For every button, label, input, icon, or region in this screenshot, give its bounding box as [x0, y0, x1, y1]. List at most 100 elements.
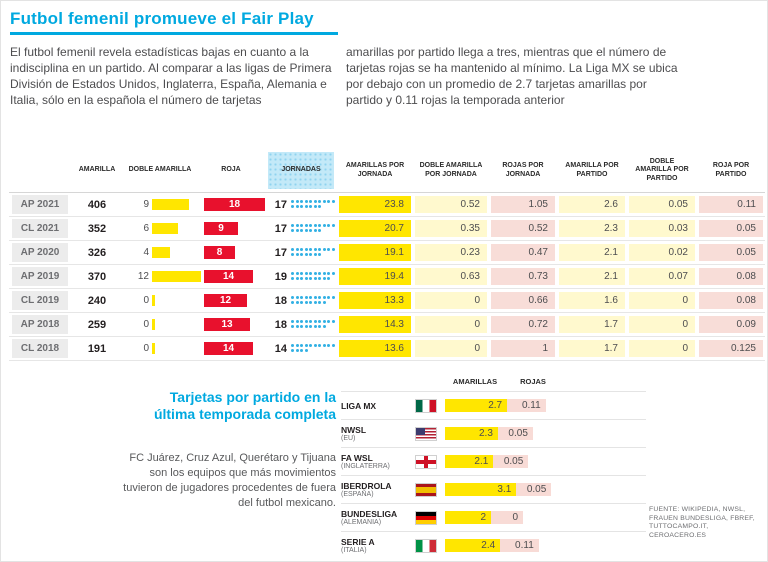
roja-por-partido-value: 0.08	[699, 268, 763, 285]
rojas-bar: 0.11	[507, 399, 546, 412]
doble-amarilla-por-partido-value: 0.03	[629, 220, 695, 237]
amarillas-por-jornada-value: 19.4	[339, 268, 411, 285]
amarilla-value: 191	[87, 342, 107, 355]
rojas-bar: 0.11	[500, 539, 539, 552]
league-header-row: AMARILLAS ROJAS	[341, 377, 646, 391]
amarillas-bar: 2.4	[445, 539, 501, 552]
jornadas-value: 18	[274, 294, 287, 307]
doble-amarilla-por-partido-value: 0.02	[629, 244, 695, 261]
column-header-roja: ROJA	[221, 166, 241, 174]
amarilla-value: 370	[87, 270, 107, 283]
column-header-doble-amarilla-por-partido: DOBLE AMARILLA POR PARTIDO	[635, 157, 689, 182]
jornadas-value: 17	[274, 222, 287, 235]
amarillas-bar: 2.3	[445, 427, 498, 440]
germany-flag-icon	[415, 510, 437, 525]
league-row: NWSL (EU) 2.3 0.05	[341, 419, 646, 447]
jornadas-value: 18	[274, 318, 287, 331]
doble-amarilla-por-jornada-value: 0	[415, 316, 487, 333]
red-bar: 8	[204, 246, 235, 259]
column-header-amarillas: AMARILLAS	[452, 377, 498, 386]
doble-amarilla-value: 0	[143, 295, 149, 306]
league-country: (ITALIA)	[341, 546, 367, 554]
table-row: AP 2019 370 12 14 19 19.4 0.63 0.73 2.1 …	[9, 265, 765, 289]
amarilla-por-partido-value: 2.1	[559, 244, 625, 261]
column-header-amarilla: AMARILLA	[78, 166, 116, 174]
amarilla-value: 406	[87, 198, 107, 211]
amarillas-por-jornada-value: 14.3	[339, 316, 411, 333]
doble-amarilla-value: 0	[143, 319, 149, 330]
amarilla-value: 352	[87, 222, 107, 235]
league-name: SERIE A	[341, 536, 375, 547]
season-label: CL 2018	[12, 339, 68, 358]
jornadas-dots	[291, 200, 337, 209]
column-header-amarilla-por-partido: AMARILLA POR PARTIDO	[565, 162, 619, 178]
league-name: BUNDESLIGA	[341, 508, 398, 519]
roja-por-partido-value: 0.125	[699, 340, 763, 357]
column-header-roja-por-partido: ROJA POR PARTIDO	[712, 162, 750, 178]
bottom-section-text: FC Juárez, Cruz Azul, Querétaro y Tijuan…	[123, 452, 336, 509]
league-row: SERIE A (ITALIA) 2.4 0.11	[341, 531, 646, 559]
league-country: (ALEMANIA)	[341, 518, 382, 526]
red-bar: 18	[204, 198, 265, 211]
league-row: FA WSL (INGLATERRA) 2.1 0.05	[341, 447, 646, 475]
england-flag-icon	[415, 454, 437, 469]
doble-amarilla-por-jornada-value: 0.52	[415, 196, 487, 213]
league-country: (INGLATERRA)	[341, 462, 390, 470]
rojas-bar: 0	[491, 511, 523, 524]
column-header-amarillas-por-jornada: AMARILLAS POR JORNADA	[345, 162, 405, 178]
rojas-bar: 0.05	[497, 427, 533, 440]
table-row: CL 2018 191 0 14 14 13.6 0 1 1.7 0 0.125	[9, 337, 765, 361]
red-bar: 9	[204, 222, 238, 235]
doble-amarilla-por-jornada-value: 0.23	[415, 244, 487, 261]
doble-amarilla-por-partido-value: 0	[629, 316, 695, 333]
season-label: AP 2021	[12, 195, 68, 214]
doble-amarilla-value: 6	[143, 223, 149, 234]
yellow-bar	[152, 199, 190, 210]
roja-por-partido-value: 0.09	[699, 316, 763, 333]
season-label: AP 2019	[12, 267, 68, 286]
amarilla-value: 259	[87, 318, 107, 331]
table-row: CL 2021 352 6 9 17 20.7 0.35 0.52 2.3 0.…	[9, 217, 765, 241]
roja-por-partido-value: 0.11	[699, 196, 763, 213]
season-label: AP 2020	[12, 243, 68, 262]
red-bar: 14	[204, 342, 253, 355]
column-header-rojas-por-jornada: ROJAS POR JORNADA	[502, 162, 544, 178]
table-row: CL 2019 240 0 12 18 13.3 0 0.66 1.6 0 0.…	[9, 289, 765, 313]
doble-amarilla-por-jornada-value: 0.35	[415, 220, 487, 237]
amarillas-por-jornada-value: 19.1	[339, 244, 411, 261]
rojas-por-jornada-value: 1.05	[491, 196, 555, 213]
season-label: CL 2021	[12, 219, 68, 238]
column-header-jornadas: JORNADAS	[268, 152, 334, 189]
jornadas-dots	[291, 248, 337, 257]
rojas-por-jornada-value: 0.52	[491, 220, 555, 237]
amarilla-value: 240	[87, 294, 107, 307]
roja-por-partido-value: 0.05	[699, 244, 763, 261]
jornadas-value: 14	[274, 342, 287, 355]
league-comparison: AMARILLAS ROJAS LIGA MX 2.7 0.11 NWSL (E…	[341, 377, 646, 559]
jornadas-dots	[291, 296, 337, 305]
doble-amarilla-por-partido-value: 0	[629, 292, 695, 309]
league-name: IBERDROLA	[341, 480, 392, 491]
rojas-por-jornada-value: 1	[491, 340, 555, 357]
amarilla-por-partido-value: 2.3	[559, 220, 625, 237]
table-row: AP 2021 406 9 18 17 23.8 0.52 1.05 2.6 0…	[9, 193, 765, 217]
mexico-flag-icon	[415, 398, 437, 413]
bottom-section-heading: Tarjetas por partido en la última tempor…	[153, 389, 336, 422]
yellow-bar	[152, 247, 171, 258]
amarillas-bar: 2	[445, 511, 491, 524]
league-row: BUNDESLIGA (ALEMANIA) 2 0	[341, 503, 646, 531]
doble-amarilla-por-jornada-value: 0	[415, 292, 487, 309]
amarilla-por-partido-value: 2.6	[559, 196, 625, 213]
rojas-por-jornada-value: 0.47	[491, 244, 555, 261]
league-row: LIGA MX 2.7 0.11	[341, 391, 646, 419]
amarillas-por-jornada-value: 23.8	[339, 196, 411, 213]
rojas-por-jornada-value: 0.73	[491, 268, 555, 285]
jornadas-dots	[291, 272, 337, 281]
rojas-bar: 0.05	[516, 483, 552, 496]
jornadas-value: 17	[274, 246, 287, 259]
column-header-doble-amarilla-por-jornada: DOBLE AMARILLA POR JORNADA	[419, 162, 483, 178]
league-row: IBERDROLA (ESPAÑA) 3.1 0.05	[341, 475, 646, 503]
yellow-bar	[152, 319, 155, 330]
roja-por-partido-value: 0.08	[699, 292, 763, 309]
jornadas-dots	[291, 320, 337, 329]
